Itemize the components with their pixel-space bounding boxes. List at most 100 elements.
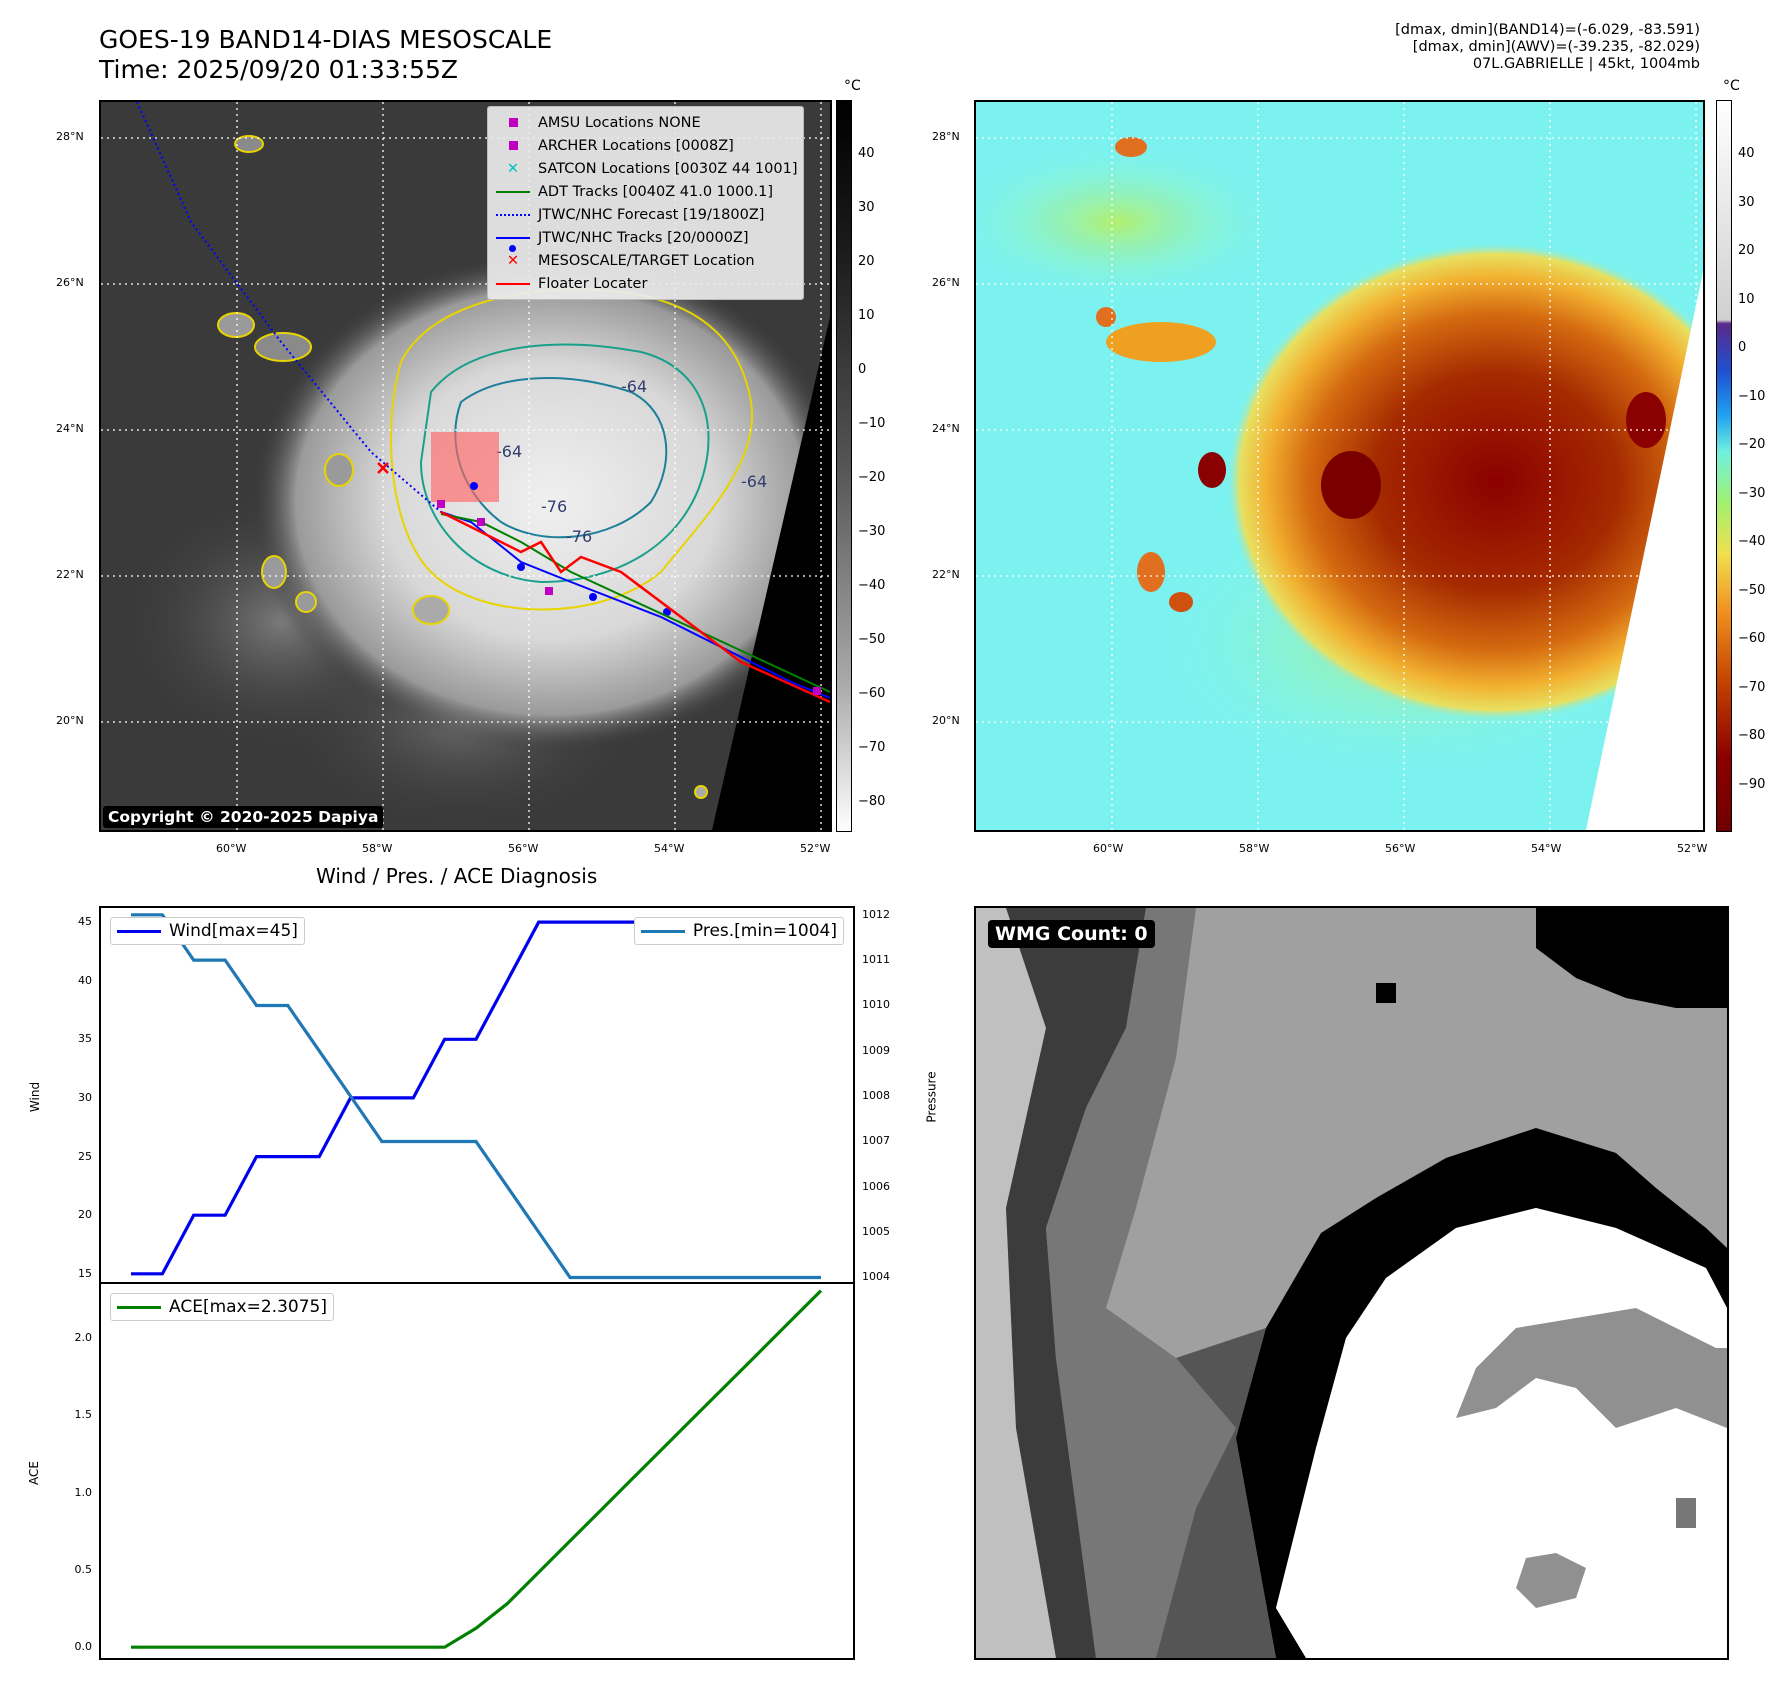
lon-tick: 60°W (216, 842, 247, 855)
legend-label: JTWC/NHC Forecast [19/1800Z] (538, 206, 765, 223)
map-legend: AMSU Locations NONE ARCHER Locations [00… (487, 106, 805, 300)
legend-item-amsu: AMSU Locations NONE (494, 111, 797, 134)
dotted-line-icon (494, 213, 532, 216)
line-marker-icon (494, 282, 532, 285)
legend-label: ARCHER Locations [0008Z] (538, 137, 734, 154)
legend-item-satcon: ✕ SATCON Locations [0030Z 44 1001] (494, 157, 798, 180)
color-map-canvas (976, 102, 1703, 830)
lon-tick: 60°W (1093, 842, 1124, 855)
lat-tick: 26°N (56, 276, 84, 289)
legend-item-tracks: JTWC/NHC Tracks [20/0000Z] (494, 226, 797, 252)
legend-label: AMSU Locations NONE (538, 114, 701, 131)
axis-tick: 1007 (862, 1134, 890, 1148)
x-marker-icon: ✕ (506, 252, 520, 269)
ace-panel: ACE[max=2.3075] (99, 1282, 855, 1660)
wind-pressure-plot (131, 913, 821, 1280)
lat-tick: 24°N (932, 422, 960, 435)
axis-tick: 30 (78, 1090, 92, 1104)
axis-tick: 2.0 (74, 1331, 93, 1345)
contour-label: -76 (566, 527, 592, 546)
wind-legend-swatch (117, 929, 161, 933)
colorbar-tick: −60 (858, 686, 886, 701)
ir-grayscale-map: -64 -64 -76 -76 -64 (99, 100, 832, 832)
axis-tick: 20 (78, 1208, 92, 1222)
square-marker-icon (494, 118, 532, 127)
axis-tick: 1012 (862, 907, 890, 921)
legend-item-target: ✕ MESOSCALE/TARGET Location (494, 249, 797, 272)
lat-tick: 28°N (56, 130, 84, 143)
title-line-2: Time: 2025/09/20 01:33:55Z (99, 55, 458, 84)
wmg-canvas (976, 908, 1727, 1658)
contour-label: -64 (741, 472, 767, 491)
axis-tick: 0.0 (74, 1640, 93, 1654)
pressure-axis-label: Pressure (924, 1071, 939, 1123)
axis-tick: 25 (78, 1149, 92, 1163)
pres-legend: Pres.[min=1004] (633, 917, 844, 945)
axis-tick: 0.5 (74, 1562, 93, 1576)
title-line-1: GOES-19 BAND14-DIAS MESOSCALE (99, 25, 553, 54)
lon-tick: 54°W (654, 842, 685, 855)
wmg-panel: WMG Count: 0 (974, 906, 1729, 1660)
legend-label: MESOSCALE/TARGET Location (538, 252, 755, 269)
wind-pressure-panel: Wind[max=45] Pres.[min=1004] (99, 906, 855, 1284)
axis-tick: 40 (78, 973, 92, 987)
colorbar-unit: °C (844, 78, 861, 94)
colorbar-tick: −40 (858, 578, 886, 593)
ace-legend-label: ACE[max=2.3075] (169, 1297, 327, 1317)
lat-tick: 28°N (932, 130, 960, 143)
pres-legend-swatch (640, 929, 685, 933)
legend-label: JTWC/NHC Tracks [20/0000Z] (538, 229, 749, 246)
ace-axis-label: ACE (26, 1461, 41, 1485)
contour-label: -64 (621, 377, 647, 396)
colorbar-tick: 30 (1738, 194, 1755, 210)
copyright-badge: Copyright © 2020-2025 Dapiya (103, 806, 384, 828)
colorbar-tick: −90 (1738, 776, 1766, 792)
axis-tick: 1.5 (74, 1408, 93, 1422)
colorbar-tick: 30 (858, 200, 875, 215)
lon-tick: 52°W (800, 842, 831, 855)
line-dot-icon (494, 236, 532, 252)
colorbar-tick: −10 (1738, 388, 1766, 404)
stats-header: [dmax, dmin](BAND14)=(-6.029, -83.591) [… (1395, 22, 1700, 73)
axis-tick: 1005 (862, 1225, 890, 1239)
colorbar-tick: −10 (858, 416, 886, 431)
colorbar-unit: °C (1723, 78, 1740, 94)
pres-legend-label: Pres.[min=1004] (692, 921, 837, 941)
storm-info: 07L.GABRIELLE | 45kt, 1004mb (1472, 56, 1700, 72)
colorbar-tick: −40 (1738, 534, 1766, 549)
colorbar-tick: −80 (858, 794, 886, 809)
colorbar-tick: 0 (1738, 340, 1747, 355)
figure-title: GOES-19 BAND14-DIAS MESOSCALE Time: 2025… (99, 25, 552, 85)
ir-color-map (974, 100, 1705, 832)
axis-tick: 15 (78, 1266, 92, 1280)
stats-awv: [dmax, dmin](AWV)=(-39.235, -82.029) (1412, 39, 1700, 55)
axis-tick: 1010 (862, 998, 890, 1012)
colorbar-tick: 40 (858, 146, 875, 161)
ace-series (131, 1289, 823, 1649)
wind-axis-label: Wind (28, 1081, 43, 1113)
wmg-count-badge: WMG Count: 0 (988, 920, 1155, 948)
colorbar-tick: −20 (1738, 437, 1766, 452)
colorbar-tick: 10 (858, 308, 875, 323)
contour-label: -64 (496, 442, 522, 461)
x-marker-icon: ✕ (506, 160, 520, 177)
line-marker-icon (494, 190, 532, 193)
legend-item-archer: ARCHER Locations [0008Z] (494, 134, 797, 157)
colorbar-tick: −50 (1738, 582, 1766, 598)
legend-label: Floater Locater (538, 275, 648, 292)
legend-item-adt: ADT Tracks [0040Z 41.0 1000.1] (494, 180, 797, 203)
colorbar-tick: −30 (1738, 485, 1766, 501)
colorbar-tick: 20 (858, 254, 875, 269)
legend-label: SATCON Locations [0030Z 44 1001] (538, 160, 798, 177)
axis-tick: 1009 (862, 1043, 890, 1057)
axis-tick: 35 (78, 1032, 92, 1046)
contour-label: -76 (541, 497, 567, 516)
lon-tick: 56°W (508, 842, 539, 855)
lat-tick: 22°N (56, 568, 84, 581)
colorbar-tick: 20 (1738, 243, 1755, 258)
lon-tick: 54°W (1531, 842, 1562, 855)
ace-legend-swatch (117, 1305, 161, 1309)
lon-tick: 58°W (362, 842, 393, 855)
axis-tick: 1.0 (74, 1485, 93, 1499)
colorbar-tick: 10 (1738, 291, 1755, 307)
